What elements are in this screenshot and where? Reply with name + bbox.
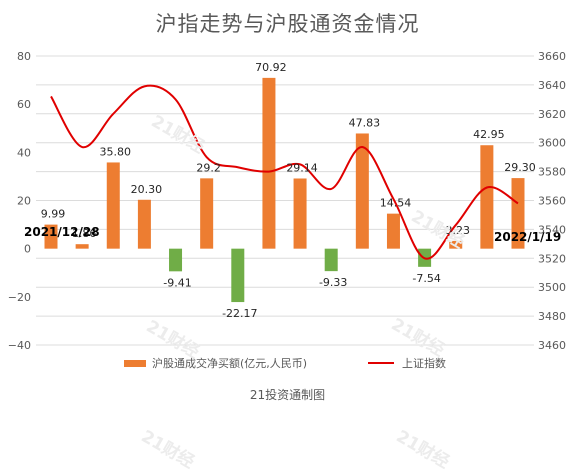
bar	[480, 145, 494, 249]
legend-label-bars: 沪股通成交净买额(亿元,人民币)	[152, 357, 308, 370]
right-tick-label: 3460	[538, 339, 566, 352]
label-layer: 9.99 1.86 35.80 20.30 -9.41 29.2 -22.17 70.92 29…	[24, 61, 561, 320]
left-tick-label: −20	[8, 291, 31, 304]
bar	[231, 248, 245, 303]
chart-footer: 21投资通制图	[249, 388, 326, 402]
bar-data-label: 29.30	[504, 161, 536, 174]
bar-data-label: 9.99	[41, 208, 66, 221]
bar-data-label: 42.95	[473, 128, 505, 141]
left-tick-label: 80	[17, 50, 31, 63]
right-tick-label: 3480	[538, 310, 566, 323]
bar-data-label: 35.80	[100, 145, 132, 158]
bar	[262, 77, 276, 249]
bar-data-label: 29.2	[196, 161, 221, 174]
right-tick-label: 3580	[538, 166, 566, 179]
bar	[106, 162, 120, 249]
bar-data-label: 3.23	[445, 224, 470, 237]
legend-label-line: 上证指数	[402, 357, 446, 370]
grid-layer	[36, 55, 534, 346]
bar-data-label: 29.14	[286, 161, 318, 174]
legend: 沪股通成交净买额(亿元,人民币) 上证指数	[0, 355, 575, 373]
annotation-end-date: 2022/1/19	[494, 230, 561, 244]
right-tick-label: 3620	[538, 108, 566, 121]
right-tick-label: 3540	[538, 223, 566, 236]
right-tick-label: 3520	[538, 252, 566, 265]
chart-title: 沪指走势与沪股通资金情况	[155, 12, 420, 36]
bar	[511, 178, 525, 249]
legend-item-line: 上证指数	[368, 355, 446, 371]
series-line-index	[50, 84, 519, 260]
right-tick-label: 3640	[538, 79, 566, 92]
left-tick-label: 40	[17, 146, 31, 159]
bar-data-label: -9.41	[163, 276, 191, 289]
bar-data-label: -22.17	[222, 307, 257, 320]
left-tick-label: −40	[8, 339, 31, 352]
left-tick-label: 20	[17, 195, 31, 208]
bar	[293, 178, 307, 249]
line-layer	[50, 84, 519, 260]
bar	[44, 224, 58, 249]
legend-item-bars: 沪股通成交净买额(亿元,人民币)	[124, 355, 307, 371]
bar-data-label: 47.83	[349, 116, 381, 129]
bar-data-label: 1.86	[72, 227, 97, 240]
right-tick-label: 3600	[538, 137, 566, 150]
bar-data-label: -9.33	[319, 276, 347, 289]
legend-swatch-bars	[124, 359, 146, 367]
bar	[200, 178, 214, 249]
bar-data-label: 14.54	[380, 197, 412, 210]
right-tick-label: 3500	[538, 281, 566, 294]
left-tick-label: 0	[24, 243, 31, 256]
legend-swatch-line	[368, 362, 394, 364]
bar-data-label: 20.30	[131, 183, 163, 196]
bar	[169, 248, 183, 272]
bar	[355, 133, 369, 249]
bar	[75, 244, 89, 249]
bar	[324, 248, 338, 272]
right-tick-label: 3660	[538, 50, 566, 63]
right-tick-label: 3560	[538, 195, 566, 208]
bar-data-label: -7.54	[412, 272, 440, 285]
bar	[386, 213, 400, 249]
left-tick-label: 60	[17, 98, 31, 111]
bar	[137, 199, 151, 249]
annotation-start-date: 2021/12/28	[24, 225, 100, 239]
bar	[449, 240, 463, 249]
bar-layer	[44, 77, 525, 303]
bar-data-label: 70.92	[255, 61, 287, 74]
axis-layer: 3660 3640 3620 3600 3580 3560 3540 3520 3500 3480…	[8, 50, 566, 352]
